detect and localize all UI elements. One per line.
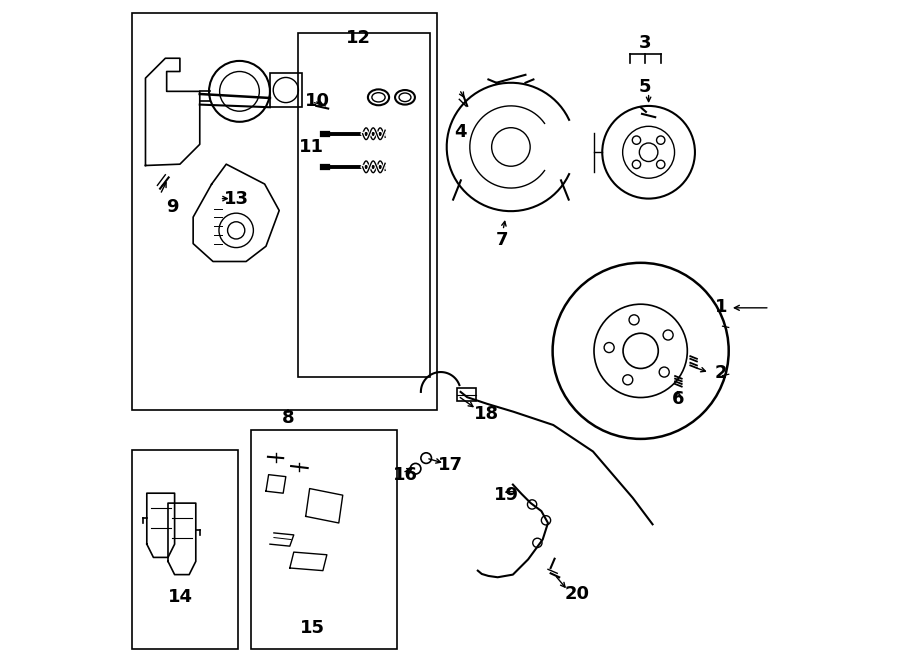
Text: 19: 19 (494, 486, 518, 504)
Bar (456, 388, 476, 401)
Text: 6: 6 (672, 389, 685, 408)
Text: 4: 4 (454, 123, 467, 142)
Text: 12: 12 (346, 29, 371, 48)
Text: 3: 3 (639, 34, 652, 52)
Text: 18: 18 (473, 404, 499, 423)
Bar (132, 450, 238, 649)
Bar (270, 73, 302, 107)
Text: 15: 15 (300, 618, 325, 637)
Text: 2: 2 (715, 363, 727, 382)
Bar (298, 33, 430, 377)
Text: 8: 8 (282, 409, 294, 428)
Bar (251, 430, 397, 649)
Text: 20: 20 (564, 585, 590, 604)
Text: 10: 10 (305, 91, 330, 110)
Bar (132, 13, 436, 410)
Text: 1: 1 (715, 297, 727, 316)
Text: 11: 11 (299, 138, 323, 156)
Text: 13: 13 (224, 189, 249, 208)
Text: 9: 9 (166, 197, 178, 216)
Text: 14: 14 (168, 588, 194, 606)
Text: 5: 5 (639, 78, 652, 97)
Text: 7: 7 (495, 230, 508, 249)
Text: 16: 16 (392, 466, 418, 485)
Text: 17: 17 (437, 455, 463, 474)
